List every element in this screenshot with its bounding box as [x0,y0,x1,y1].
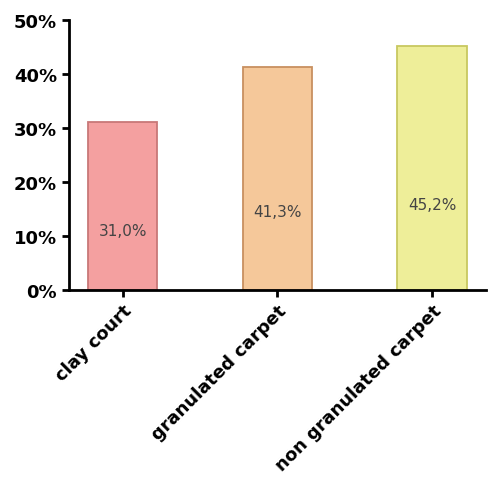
Text: 45,2%: 45,2% [408,197,457,212]
Text: 31,0%: 31,0% [98,224,147,239]
Bar [88,123,158,290]
Text: 41,3%: 41,3% [253,204,302,220]
Bar [242,68,312,290]
Bar [398,47,467,290]
